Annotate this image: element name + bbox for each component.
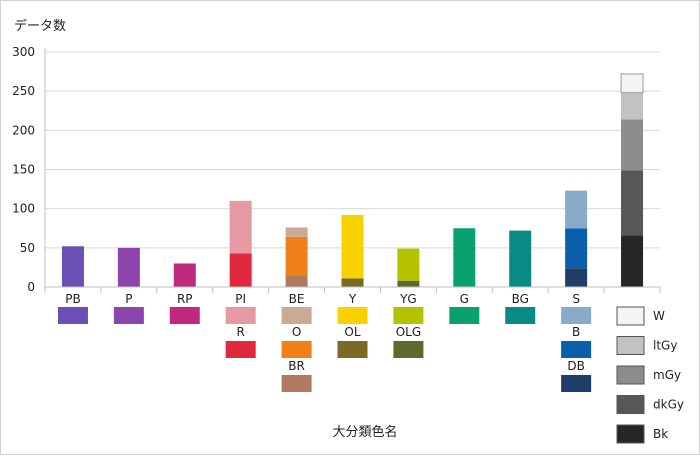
bar-segment-br xyxy=(285,276,308,287)
bar-segment-ol xyxy=(341,278,364,287)
bar-segment-bk xyxy=(621,235,644,287)
swatch-label-db: DB xyxy=(567,359,584,373)
bar-segment-mgy xyxy=(621,119,644,171)
swatch-g xyxy=(449,307,480,324)
bar-segment-olg xyxy=(397,280,420,287)
legend-label-dkgy: dkGy xyxy=(653,398,684,412)
x-tick-label-rp: RP xyxy=(177,292,193,306)
legend-swatch-dkgy xyxy=(616,395,645,414)
swatch-label-br: BR xyxy=(288,359,305,373)
legend-swatch-bk xyxy=(616,424,645,444)
y-tick-label: 150 xyxy=(12,163,35,177)
bar-segment-ltgy xyxy=(621,92,644,120)
bar-segment-g xyxy=(453,228,476,287)
x-tick-label-be: BE xyxy=(289,292,305,306)
bar-segment-o xyxy=(285,236,308,277)
bar-segment-p xyxy=(117,247,140,287)
swatch-b xyxy=(561,341,592,358)
swatch-label-b: B xyxy=(572,325,580,339)
bar-segment-w xyxy=(620,73,644,94)
legend-label-mgy: mGy xyxy=(653,368,681,382)
bar-segment-b xyxy=(565,228,588,269)
bar-segment-be xyxy=(285,227,308,237)
bar-segment-db xyxy=(565,268,588,287)
x-tick-label-y: Y xyxy=(348,292,357,306)
legend-swatch-ltgy xyxy=(616,336,645,355)
swatch-pb xyxy=(57,307,88,324)
swatch-label-r: R xyxy=(237,325,245,339)
swatch-ol xyxy=(337,341,368,358)
swatch-rp xyxy=(169,307,200,324)
swatch-table: R O BR OL OLG B DB xyxy=(57,307,592,392)
x-tick-label-s: S xyxy=(572,292,580,306)
swatch-p xyxy=(113,307,144,324)
axis-layer: 0 50 100 150 200 250 300 PB P RP PI BE Y YG G BG S xyxy=(12,45,661,306)
swatch-label-ol: OL xyxy=(344,325,360,339)
bar-segment-yg xyxy=(397,248,420,281)
y-tick-label: 100 xyxy=(12,202,35,216)
swatch-be xyxy=(281,307,312,324)
bar-segment-pb xyxy=(61,246,84,287)
bar-segment-y xyxy=(341,214,364,279)
swatch-db xyxy=(561,375,592,392)
x-axis-label: 大分類色名 xyxy=(332,424,397,440)
bar-segment-pi xyxy=(229,200,252,254)
swatch-y xyxy=(337,307,368,324)
bars-layer xyxy=(61,73,644,287)
x-tick-label-g: G xyxy=(460,292,469,306)
x-tick-label-bg: BG xyxy=(512,292,529,306)
y-tick-label: 0 xyxy=(27,280,35,294)
legend-label-w: W xyxy=(653,309,665,323)
y-axis-label: データ数 xyxy=(14,18,66,34)
bar-segment-bg xyxy=(509,230,532,287)
swatch-r xyxy=(225,341,256,358)
swatch-olg xyxy=(393,341,424,358)
swatch-s xyxy=(561,307,592,324)
swatch-label-o: O xyxy=(292,325,301,339)
swatch-pi xyxy=(225,307,256,324)
y-tick-label: 250 xyxy=(12,84,35,98)
swatch-bg xyxy=(505,307,536,324)
swatch-yg xyxy=(393,307,424,324)
bar-segment-rp xyxy=(173,263,196,287)
x-tick-label-yg: YG xyxy=(399,292,417,306)
y-tick-label: 200 xyxy=(12,123,35,137)
swatch-o xyxy=(281,341,312,358)
legend-label-bk: Bk xyxy=(653,427,668,441)
bar-segment-dkgy xyxy=(621,170,644,236)
y-tick-label: 50 xyxy=(20,241,35,255)
swatch-label-olg: OLG xyxy=(396,325,421,339)
legend-swatch-mgy xyxy=(616,365,645,385)
grid-layer xyxy=(45,51,660,249)
x-tick-label-pi: PI xyxy=(235,292,246,306)
x-tick-label-p: P xyxy=(125,292,132,306)
legend-swatch-w xyxy=(616,306,645,326)
legend-label-ltgy: ltGy xyxy=(653,339,677,353)
bar-segment-s xyxy=(565,190,588,229)
bar-segment-r xyxy=(229,253,252,287)
x-tick-label-pb: PB xyxy=(65,292,80,306)
swatch-br xyxy=(281,375,312,392)
y-tick-label: 300 xyxy=(12,45,35,59)
